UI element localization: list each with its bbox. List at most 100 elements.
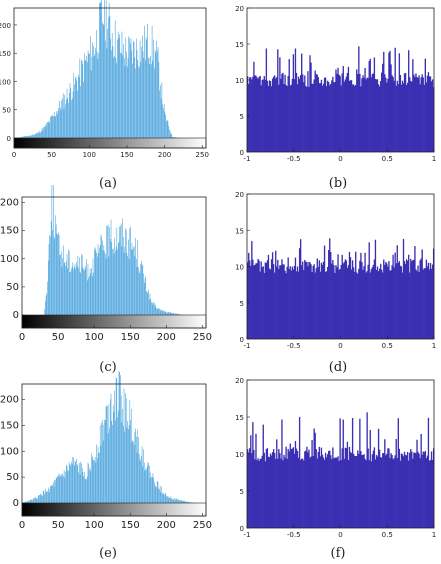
uniform-bar [278,449,280,528]
histogram-bar [116,227,118,315]
uniform-bar [406,260,409,339]
uniform-bar [317,451,319,528]
uniform-bar [297,271,300,339]
uniform-bar [312,455,314,528]
histogram-bar [51,185,53,315]
uniform-bar [295,72,298,152]
uniform-bar [377,84,380,152]
uniform-bar [350,80,353,152]
uniform-bar [359,73,361,152]
histogram-bar [87,62,88,138]
histogram-bar [117,31,119,138]
uniform-bar [367,78,369,152]
uniform-bar [333,82,335,152]
histogram-bar [159,308,160,315]
uniform-bar [282,264,284,339]
histogram-bar [51,486,53,503]
uniform-bar [263,452,265,528]
histogram-bar [117,410,119,503]
histogram-bar [49,489,50,503]
uniform-bar [286,86,288,152]
uniform-bar [334,273,336,339]
uniform-bar [371,454,374,528]
uniform-bar [356,69,358,152]
histogram-bar [47,122,49,138]
histogram-bar [166,496,167,503]
uniform-bar [397,262,399,339]
uniform-bar [307,266,309,339]
histogram-bar [140,263,141,315]
histogram-bar [91,276,93,315]
uniform-bar [265,48,268,152]
uniform-bar [318,446,321,528]
uniform-bar [308,261,310,339]
uniform-bar [418,75,420,152]
uniform-bar [311,440,313,528]
histogram-bar [136,452,138,503]
x-tick-label: 1 [432,531,436,539]
histogram-bar [104,0,105,138]
histogram-bar [183,500,185,503]
histogram-bar [68,250,70,315]
uniform-bar [400,84,403,152]
uniform-bar [385,455,387,528]
histogram-bar [91,453,92,503]
uniform-bar [316,258,318,339]
histogram-bar [120,223,122,315]
histogram-bar [137,429,139,503]
histogram-bar [164,111,166,138]
histogram-bar [53,236,55,315]
uniform-bar [325,86,328,152]
histogram-bar [50,236,51,315]
histogram-bar [76,459,77,503]
uniform-bar [418,453,420,528]
uniform-bar [303,269,305,339]
histogram-bar [160,491,162,503]
uniform-bar [253,265,255,339]
uniform-bar [333,265,335,339]
histogram-bar [126,66,128,138]
histogram-bar [129,400,131,503]
histogram-bar [50,116,52,138]
y-tick-label: 0 [7,135,11,143]
uniform-bar [421,74,423,152]
uniform-bar [267,254,270,339]
uniform-bar [316,74,318,152]
histogram-bar [171,498,172,503]
uniform-bar [431,264,434,339]
histogram-bar [105,258,107,315]
histogram-bar [89,275,90,315]
uniform-bar [275,250,277,339]
uniform-bar [253,449,255,528]
uniform-bar [429,460,432,528]
histogram-bar [54,116,56,138]
histogram-bar [30,134,32,138]
histogram-bar [175,498,177,503]
uniform-bar [328,249,330,339]
histogram-bar [74,264,76,315]
histogram-bar [68,471,69,503]
histogram-bar [129,38,130,138]
histogram-bar [157,50,158,138]
histogram-bar [150,472,152,503]
histogram-bar [54,479,56,503]
uniform-bar [393,80,395,152]
histogram-bar [47,260,49,315]
uniform-bar [311,272,313,339]
uniform-bar [422,451,424,528]
histogram-bar [105,0,107,138]
uniform-bar [359,260,361,339]
uniform-bar [297,76,300,152]
uniform-bar [299,75,302,152]
y-tick-label: 200 [0,395,19,406]
histogram-bar [81,253,82,315]
uniform-bar [343,262,345,339]
uniform-bar [272,76,275,152]
histogram-bar [47,487,49,503]
uniform-bar [410,80,412,152]
y-tick-label: 50 [6,472,19,483]
histogram-bar [171,312,172,315]
histogram-bar [38,494,40,503]
histogram-bar [82,267,84,315]
histogram-bar [187,502,189,503]
